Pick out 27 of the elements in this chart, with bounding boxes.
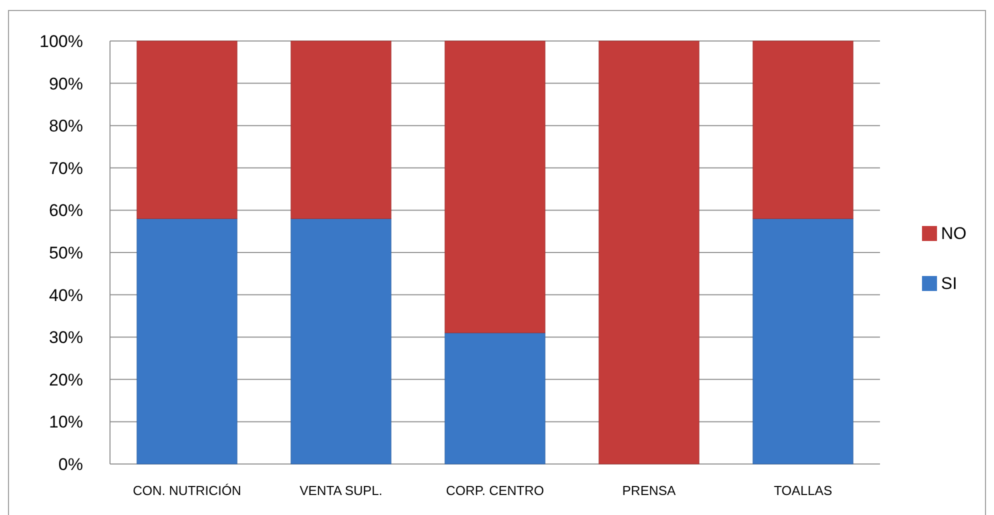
x-tick-label: CORP. CENTRO [446,483,544,498]
x-tick-label: CON. NUTRICIÓN [132,483,242,498]
legend-label: SI [941,274,958,293]
y-tick-label: 90% [48,74,83,94]
bar [598,40,700,464]
y-tick-label: 60% [48,201,83,220]
y-tick-label: 50% [48,243,83,262]
bar [136,218,238,464]
y-tick-label: 70% [48,158,83,178]
y-tick-label: 100% [40,32,83,51]
bar [444,40,546,334]
x-tick-label: PRENSA [622,483,676,498]
x-tick-label: VENTA SUPL. [300,483,382,498]
y-tick-label: 10% [48,412,83,432]
bar [752,218,854,464]
bar [752,40,854,219]
x-tick-label: TOALLAS [774,483,832,498]
bar [290,40,392,219]
y-tick-label: 20% [48,370,83,390]
text: NO [941,224,966,243]
y-tick-label: 0% [58,454,83,474]
bar [444,332,546,464]
y-tick-label: 80% [48,116,83,136]
y-tick-label: 30% [48,328,83,348]
y-tick-label: 40% [48,286,83,305]
bar [136,40,238,219]
bar [290,218,392,464]
